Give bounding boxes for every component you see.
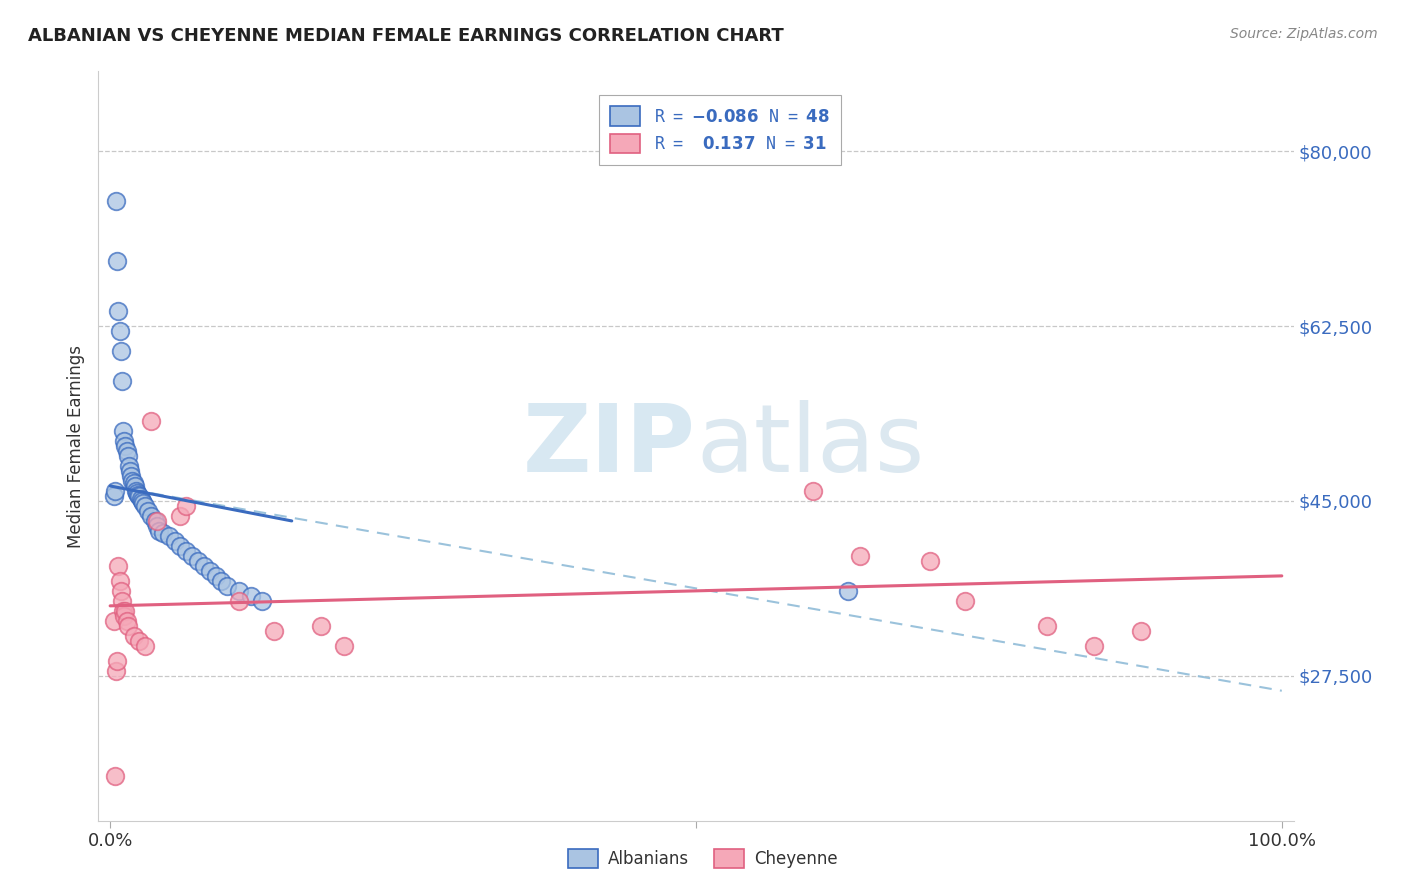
Point — [198, 564, 221, 578]
Point — [134, 639, 156, 653]
Point — [211, 574, 233, 588]
Point — [104, 769, 127, 783]
Point — [104, 483, 127, 498]
Point — [107, 558, 129, 573]
Point — [141, 414, 163, 428]
Point — [174, 499, 197, 513]
Point — [105, 654, 128, 668]
Point — [107, 304, 129, 318]
Point — [136, 504, 159, 518]
Point — [801, 483, 824, 498]
Text: atlas: atlas — [696, 400, 924, 492]
Point — [1083, 639, 1105, 653]
Point — [920, 554, 942, 568]
Point — [112, 604, 135, 618]
Point — [837, 583, 859, 598]
Point — [252, 594, 274, 608]
Point — [228, 594, 250, 608]
Point — [193, 558, 215, 573]
Point — [110, 344, 132, 359]
Point — [129, 491, 152, 506]
Point — [111, 374, 134, 388]
Point — [108, 574, 131, 588]
Point — [169, 539, 191, 553]
Y-axis label: Median Female Earnings: Median Female Earnings — [66, 344, 84, 548]
Point — [134, 499, 156, 513]
Point — [174, 544, 197, 558]
Point — [309, 619, 332, 633]
Point — [122, 629, 145, 643]
Point — [105, 664, 128, 678]
Point — [128, 633, 150, 648]
Point — [263, 624, 285, 638]
Point — [143, 514, 166, 528]
Point — [228, 583, 250, 598]
Point — [118, 458, 141, 473]
Text: ZIP: ZIP — [523, 400, 696, 492]
Point — [204, 569, 226, 583]
Point — [117, 619, 139, 633]
Point — [121, 474, 143, 488]
Point — [141, 508, 163, 523]
Point — [146, 519, 169, 533]
Point — [120, 464, 141, 478]
Point — [127, 486, 149, 500]
Point — [115, 614, 138, 628]
Point — [1130, 624, 1153, 638]
Point — [105, 194, 128, 209]
Point — [131, 494, 153, 508]
Point — [333, 639, 356, 653]
Point — [239, 589, 262, 603]
Point — [187, 554, 209, 568]
Legend: $\mathtt{R\ =\ \mathbf{-0.086}\ \ N\ =\ \mathbf{48}}$, $\mathtt{R\ =\ \ \ \mathb: $\mathtt{R\ =\ \mathbf{-0.086}\ \ N\ =\ … — [599, 95, 841, 165]
Point — [117, 449, 139, 463]
Point — [112, 434, 135, 448]
Point — [115, 444, 138, 458]
Point — [114, 604, 136, 618]
Point — [112, 424, 135, 438]
Point — [108, 324, 131, 338]
Point — [217, 579, 239, 593]
Point — [146, 514, 169, 528]
Text: ALBANIAN VS CHEYENNE MEDIAN FEMALE EARNINGS CORRELATION CHART: ALBANIAN VS CHEYENNE MEDIAN FEMALE EARNI… — [28, 27, 785, 45]
Point — [148, 524, 170, 538]
Point — [125, 483, 148, 498]
Point — [1036, 619, 1059, 633]
Point — [157, 529, 180, 543]
Text: Source: ZipAtlas.com: Source: ZipAtlas.com — [1230, 27, 1378, 41]
Point — [128, 489, 150, 503]
Point — [114, 439, 136, 453]
Point — [120, 469, 142, 483]
Point — [110, 583, 132, 598]
Point — [163, 533, 186, 548]
Legend: Albanians, Cheyenne: Albanians, Cheyenne — [561, 842, 845, 875]
Point — [103, 489, 125, 503]
Point — [122, 475, 145, 490]
Point — [127, 488, 149, 502]
Point — [849, 549, 872, 563]
Point — [105, 254, 128, 268]
Point — [955, 594, 977, 608]
Point — [111, 594, 134, 608]
Point — [181, 549, 204, 563]
Point — [152, 525, 174, 540]
Point — [112, 608, 135, 623]
Point — [103, 614, 125, 628]
Point — [169, 508, 191, 523]
Point — [124, 479, 146, 493]
Point — [132, 496, 155, 510]
